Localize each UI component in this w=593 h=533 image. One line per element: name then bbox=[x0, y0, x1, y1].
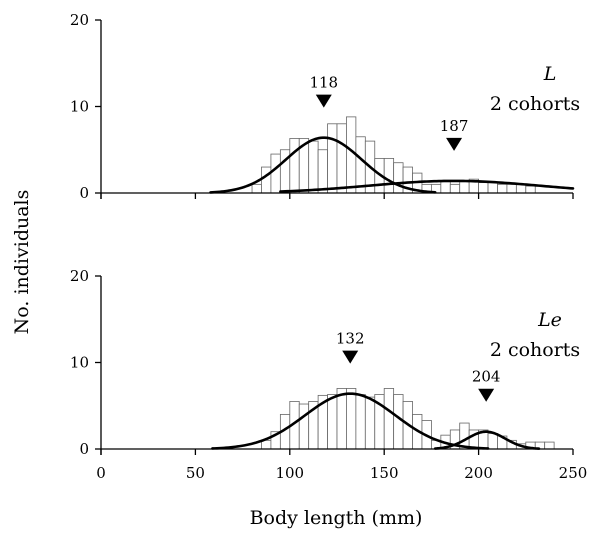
cohort-text: 2 cohorts bbox=[490, 93, 580, 115]
histogram-bar bbox=[289, 138, 300, 194]
histogram-bar bbox=[459, 181, 470, 194]
x-tick-label: 200 bbox=[464, 464, 493, 482]
peak-marker-icon bbox=[478, 388, 495, 402]
peak-marker-icon bbox=[446, 137, 463, 151]
y-tick-label: 10 bbox=[70, 98, 89, 116]
histogram-bar bbox=[308, 140, 319, 194]
y-tick-label: 0 bbox=[79, 184, 89, 202]
panel-label: L bbox=[543, 63, 557, 85]
cohort-curve-2 bbox=[433, 430, 541, 450]
histogram-bar bbox=[327, 394, 338, 450]
panel-top: 0 10 20 118 187 L 2 cohorts bbox=[70, 11, 580, 202]
histogram-bar bbox=[497, 183, 508, 194]
histogram-bar bbox=[251, 183, 262, 194]
histogram-bar bbox=[346, 388, 357, 450]
x-tick-label: 150 bbox=[370, 464, 399, 482]
y-tick-label: 20 bbox=[70, 267, 89, 285]
histogram-bar bbox=[261, 166, 272, 194]
histogram-bar bbox=[355, 136, 366, 194]
histogram-bar bbox=[383, 388, 395, 450]
histogram-bar bbox=[336, 388, 347, 450]
histogram-bar bbox=[317, 149, 328, 194]
peak-label: 187 bbox=[440, 117, 469, 135]
x-tick-label: 100 bbox=[275, 464, 304, 482]
histogram-bar bbox=[383, 157, 395, 194]
peak-marker-icon bbox=[342, 350, 359, 364]
x-tick-label: 0 bbox=[96, 464, 106, 482]
peak-label: 132 bbox=[336, 330, 365, 348]
y-axis-label: No. individuals bbox=[11, 190, 33, 335]
x-tick-label: 250 bbox=[559, 464, 588, 482]
cohort-curve-1 bbox=[211, 392, 490, 450]
histogram-bar bbox=[544, 441, 555, 450]
cohort-curve-1 bbox=[209, 136, 437, 194]
x-axis-label: Body length (mm) bbox=[250, 507, 423, 529]
histogram-bar bbox=[327, 123, 338, 194]
cohort-curve-2 bbox=[279, 179, 575, 193]
peak-label: 204 bbox=[472, 368, 501, 386]
histogram-bar bbox=[478, 182, 489, 194]
histogram-bar bbox=[270, 153, 281, 194]
histogram-bar bbox=[393, 394, 404, 450]
histogram-bar bbox=[440, 181, 451, 194]
histogram-bar bbox=[393, 162, 404, 194]
y-tick-label: 0 bbox=[79, 440, 89, 458]
histogram-bar bbox=[487, 433, 498, 450]
histogram-bar bbox=[336, 123, 347, 194]
peak-label: 118 bbox=[309, 74, 338, 92]
peak-marker-icon bbox=[315, 94, 332, 108]
histogram-bar bbox=[506, 183, 517, 194]
histogram-bar bbox=[298, 403, 310, 450]
histogram-bar bbox=[355, 394, 366, 450]
y-tick-label: 10 bbox=[70, 354, 89, 372]
x-tick-label: 50 bbox=[186, 464, 205, 482]
histogram-bar bbox=[449, 183, 461, 194]
histogram-bar bbox=[346, 116, 357, 194]
histogram-bar bbox=[525, 185, 536, 194]
histogram-bar bbox=[364, 396, 376, 450]
cohort-text: 2 cohorts bbox=[490, 339, 580, 361]
panel-label: Le bbox=[537, 309, 562, 331]
y-tick-label: 20 bbox=[70, 11, 89, 29]
